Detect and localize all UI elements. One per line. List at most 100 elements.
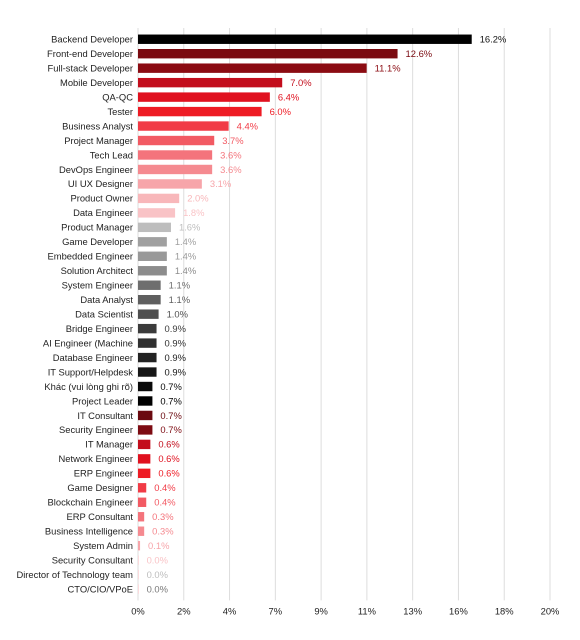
- category-label: IT Consultant: [77, 410, 133, 421]
- bar: [138, 49, 398, 59]
- value-label: 4.4%: [237, 120, 258, 131]
- value-label: 0.4%: [154, 497, 175, 508]
- x-tick-label: 13%: [403, 605, 422, 616]
- bar: [138, 497, 147, 507]
- category-label: System Engineer: [62, 280, 133, 291]
- bar: [138, 381, 153, 392]
- value-label: 0.3%: [152, 511, 173, 522]
- value-label: 1.0%: [167, 308, 188, 319]
- category-label: System Admin: [73, 540, 133, 551]
- value-label: 0.7%: [160, 424, 181, 435]
- x-tick-label: 18%: [495, 605, 514, 616]
- category-label: IT Manager: [85, 439, 133, 450]
- category-label: AI Engineer (Machine: [43, 337, 133, 348]
- value-label: 0.4%: [154, 482, 175, 493]
- category-label: Data Scientist: [75, 308, 133, 319]
- category-label: CTO/CIO/VPoE: [68, 583, 133, 594]
- value-label: 0.6%: [158, 453, 179, 464]
- bar: [138, 425, 153, 435]
- bar: [138, 164, 213, 175]
- bar: [138, 309, 159, 319]
- value-label: 0.9%: [165, 366, 186, 377]
- x-tick-label: 2%: [177, 605, 191, 616]
- value-label: 11.1%: [375, 62, 401, 73]
- bar: [138, 584, 139, 594]
- x-tick-label: 7%: [269, 605, 283, 616]
- value-label: 16.2%: [480, 34, 507, 45]
- bar: [138, 410, 153, 421]
- value-label: 3.1%: [210, 178, 231, 189]
- bar: [138, 237, 167, 247]
- category-label: Data Analyst: [80, 294, 133, 305]
- bar: [138, 280, 161, 290]
- x-tick-label: 16%: [449, 605, 468, 616]
- bar: [138, 555, 139, 565]
- value-label: 3.6%: [220, 149, 241, 160]
- value-label: 0.7%: [160, 410, 181, 421]
- value-label: 0.9%: [165, 337, 186, 348]
- bar: [138, 396, 153, 406]
- bar: [138, 251, 167, 261]
- bar: [138, 352, 157, 363]
- value-label: 0.0%: [147, 569, 168, 580]
- category-label: Security Engineer: [59, 424, 133, 435]
- category-label: Blockchain Engineer: [48, 497, 133, 508]
- category-label: Database Engineer: [53, 352, 133, 363]
- value-label: 1.1%: [169, 294, 190, 305]
- category-label: Product Manager: [61, 222, 133, 233]
- value-label: 1.4%: [175, 265, 196, 276]
- category-label: Project Manager: [64, 135, 133, 146]
- category-label: QA-QC: [102, 91, 133, 102]
- x-tick-label: 9%: [314, 605, 328, 616]
- value-label: 0.0%: [147, 583, 168, 594]
- value-label: 12.6%: [406, 48, 433, 59]
- category-label: Mobile Developer: [60, 77, 133, 88]
- value-labels: 16.2% 12.6% 11.1% 7.0% 6.4% 6.0% 4.4% 3.7% 3.6% 3…: [147, 34, 507, 595]
- value-label: 0.3%: [152, 526, 173, 537]
- x-tick-label: 11%: [358, 605, 376, 616]
- category-label: Network Engineer: [58, 453, 133, 464]
- category-label: Product Owner: [70, 193, 133, 204]
- value-label: 0.9%: [165, 352, 186, 363]
- bar: [138, 526, 145, 536]
- category-label: Director of Technology team: [16, 569, 133, 580]
- value-label: 1.8%: [183, 207, 204, 218]
- bar: [138, 266, 167, 276]
- value-label: 0.6%: [158, 468, 179, 479]
- category-label: DevOps Engineer: [59, 164, 133, 175]
- category-label: Business Analyst: [62, 120, 133, 131]
- value-label: 3.7%: [222, 135, 243, 146]
- value-label: 6.4%: [278, 91, 299, 102]
- bar: [138, 323, 157, 334]
- bar: [138, 468, 151, 479]
- category-label: Project Leader: [72, 395, 133, 406]
- value-label: 1.4%: [175, 251, 196, 262]
- bar: [138, 150, 213, 160]
- value-label: 1.6%: [179, 222, 200, 233]
- bar: [138, 179, 202, 189]
- x-tick-label: 0%: [131, 605, 145, 616]
- bar: [138, 222, 171, 233]
- bar: [138, 483, 147, 493]
- category-label: ERP Consultant: [66, 511, 133, 522]
- bar: [138, 77, 283, 88]
- bars: [138, 34, 472, 594]
- category-label: ERP Engineer: [74, 468, 133, 479]
- value-label: 0.6%: [158, 439, 179, 450]
- category-label: Tech Lead: [90, 149, 133, 160]
- category-label: UI UX Designer: [68, 178, 133, 189]
- bar: [138, 338, 157, 348]
- category-labels: Backend Developer Front-end Developer Full…: [16, 34, 133, 595]
- value-label: 0.0%: [147, 554, 168, 565]
- value-label: 1.1%: [169, 280, 190, 291]
- bar: [138, 569, 139, 580]
- bar: [138, 92, 270, 102]
- x-tick-label: 4%: [223, 605, 237, 616]
- value-label: 2.0%: [187, 193, 208, 204]
- bar: [138, 454, 151, 464]
- bar: [138, 193, 180, 204]
- bar: [138, 294, 161, 305]
- value-label: 0.1%: [148, 540, 169, 551]
